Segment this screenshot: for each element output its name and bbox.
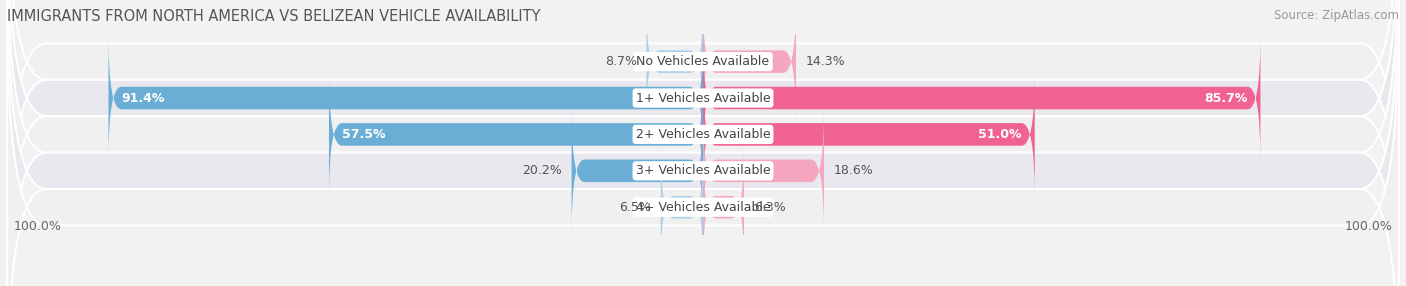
FancyBboxPatch shape: [329, 73, 703, 196]
FancyBboxPatch shape: [647, 0, 703, 123]
Text: No Vehicles Available: No Vehicles Available: [637, 55, 769, 68]
Text: 51.0%: 51.0%: [979, 128, 1022, 141]
Text: 57.5%: 57.5%: [342, 128, 385, 141]
Text: 20.2%: 20.2%: [522, 164, 562, 177]
FancyBboxPatch shape: [703, 0, 796, 123]
Text: 100.0%: 100.0%: [1344, 221, 1392, 233]
Text: 91.4%: 91.4%: [121, 92, 165, 104]
FancyBboxPatch shape: [7, 0, 1399, 262]
Text: IMMIGRANTS FROM NORTH AMERICA VS BELIZEAN VEHICLE AVAILABILITY: IMMIGRANTS FROM NORTH AMERICA VS BELIZEA…: [7, 9, 540, 23]
FancyBboxPatch shape: [7, 0, 1399, 286]
FancyBboxPatch shape: [703, 109, 824, 232]
FancyBboxPatch shape: [572, 109, 703, 232]
Text: 8.7%: 8.7%: [605, 55, 637, 68]
FancyBboxPatch shape: [703, 146, 744, 269]
Text: 1+ Vehicles Available: 1+ Vehicles Available: [636, 92, 770, 104]
Text: Source: ZipAtlas.com: Source: ZipAtlas.com: [1274, 9, 1399, 21]
Text: 18.6%: 18.6%: [834, 164, 873, 177]
FancyBboxPatch shape: [703, 37, 1260, 160]
Text: 2+ Vehicles Available: 2+ Vehicles Available: [636, 128, 770, 141]
Text: 6.3%: 6.3%: [754, 201, 786, 214]
Text: 85.7%: 85.7%: [1204, 92, 1247, 104]
FancyBboxPatch shape: [7, 0, 1399, 286]
Text: 6.5%: 6.5%: [619, 201, 651, 214]
Text: 100.0%: 100.0%: [14, 221, 62, 233]
Text: 3+ Vehicles Available: 3+ Vehicles Available: [636, 164, 770, 177]
Text: 14.3%: 14.3%: [806, 55, 845, 68]
FancyBboxPatch shape: [7, 7, 1399, 286]
FancyBboxPatch shape: [108, 37, 703, 160]
FancyBboxPatch shape: [661, 146, 703, 269]
FancyBboxPatch shape: [703, 73, 1035, 196]
Text: 4+ Vehicles Available: 4+ Vehicles Available: [636, 201, 770, 214]
FancyBboxPatch shape: [7, 0, 1399, 286]
